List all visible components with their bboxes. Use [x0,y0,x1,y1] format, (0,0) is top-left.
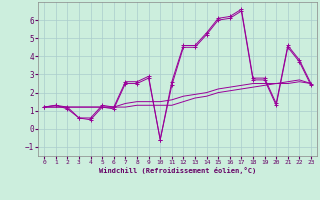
X-axis label: Windchill (Refroidissement éolien,°C): Windchill (Refroidissement éolien,°C) [99,167,256,174]
